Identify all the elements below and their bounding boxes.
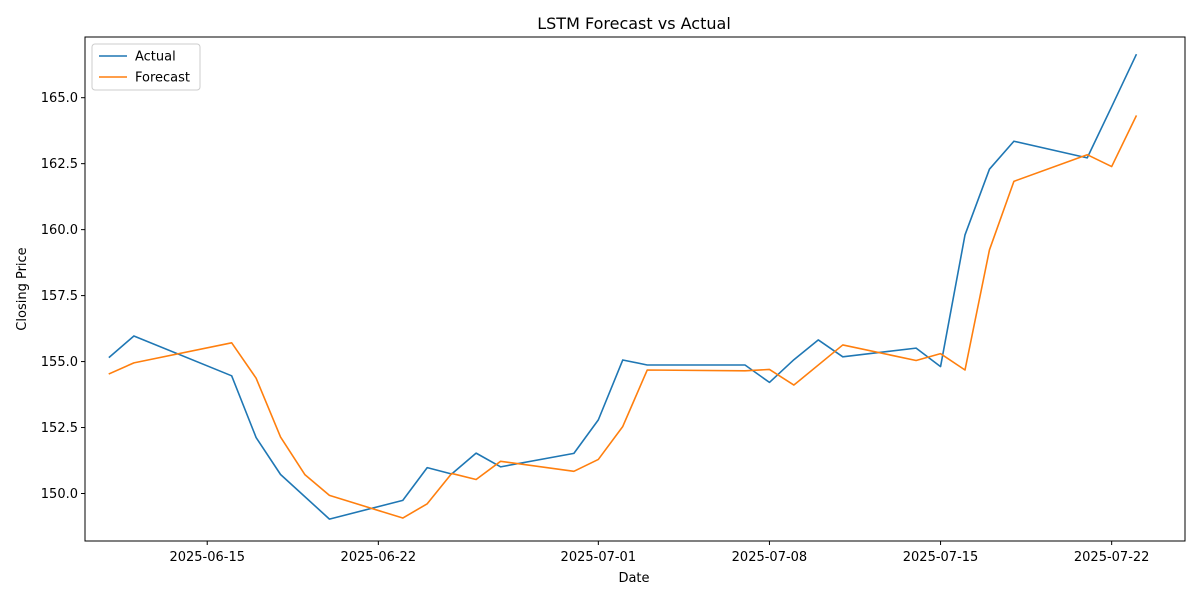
x-axis: 2025-06-15 2025-06-22 2025-07-01 2025-07-08… (169, 541, 1149, 565)
x-tick-label: 2025-07-08 (732, 550, 808, 565)
plot-area (108, 53, 1138, 520)
series-line-actual (108, 53, 1138, 520)
y-tick-label: 155.0 (41, 355, 78, 370)
y-tick-label: 157.5 (41, 289, 78, 304)
y-tick-label: 152.5 (41, 421, 78, 436)
y-axis: 150.0 152.5 155.0 157.5 160.0 162.5 165.0 (41, 91, 85, 502)
y-tick-label: 162.5 (41, 157, 78, 172)
x-tick-label: 2025-07-22 (1074, 550, 1150, 565)
x-tick-label: 2025-06-22 (341, 550, 417, 565)
legend-label-forecast: Forecast (135, 71, 190, 86)
y-axis-label: Closing Price (15, 247, 30, 330)
plot-frame (84, 36, 1186, 542)
x-axis-label: Date (618, 571, 649, 586)
y-tick-label: 150.0 (41, 487, 78, 502)
legend: Actual Forecast (91, 43, 201, 91)
x-tick-label: 2025-07-01 (561, 550, 637, 565)
series-line-forecast (108, 115, 1138, 519)
y-tick-label: 160.0 (41, 223, 78, 238)
x-tick-label: 2025-06-15 (169, 550, 245, 565)
legend-label-actual: Actual (135, 50, 176, 65)
x-tick-label: 2025-07-15 (903, 550, 979, 565)
y-tick-label: 165.0 (41, 91, 78, 106)
chart-title: LSTM Forecast vs Actual (537, 14, 731, 33)
